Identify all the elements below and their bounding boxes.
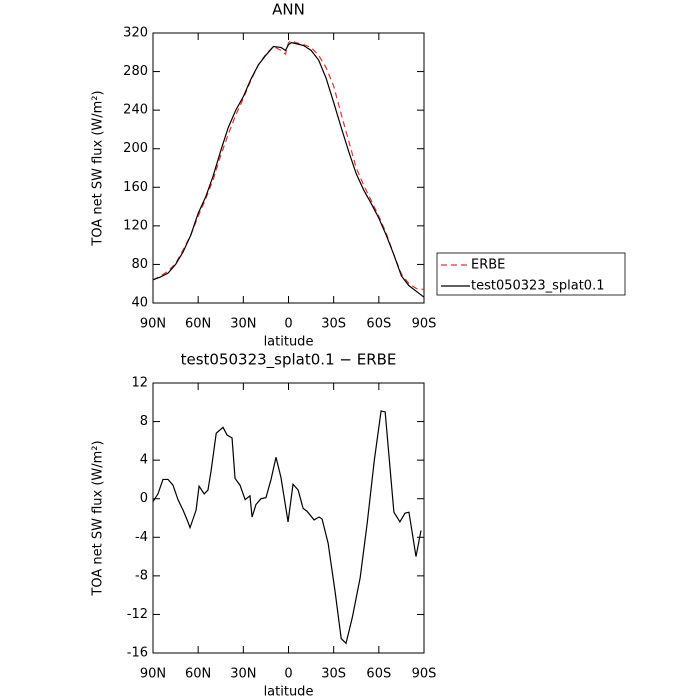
x-tick-label: 90S (412, 317, 437, 332)
data-line (152, 40, 425, 291)
x-axis-label: latitude (264, 685, 314, 700)
data-line (152, 42, 425, 298)
y-tick-label: 160 (123, 180, 148, 195)
y-tick-label: 120 (123, 218, 148, 233)
x-tick-label: 90S (412, 667, 437, 682)
y-tick-label: 12 (131, 376, 148, 391)
y-tick-label: 240 (123, 103, 148, 118)
x-tick-label: 0 (284, 317, 292, 332)
y-tick-label: 0 (140, 491, 148, 506)
plot-frame (152, 32, 425, 304)
y-tick-label: 80 (131, 257, 148, 272)
x-tick-label: 60S (366, 667, 391, 682)
x-tick-label: 90N (140, 317, 166, 332)
y-tick-label: -4 (135, 530, 148, 545)
chart-title: ANN (272, 1, 305, 19)
x-tick-label: 30S (321, 317, 346, 332)
y-tick-label: 200 (123, 141, 148, 156)
x-tick-label: 30S (321, 667, 346, 682)
chart-title: test050323_splat0.1 − ERBE (181, 351, 397, 370)
data-line (152, 410, 422, 645)
y-axis-label: TOA net SW flux (W/m²) (91, 440, 106, 596)
legend-label: ERBE (471, 258, 505, 273)
y-axis-label: TOA net SW flux (W/m²) (91, 90, 106, 246)
y-tick-label: 280 (123, 64, 148, 79)
y-tick-label: 8 (140, 414, 148, 429)
y-tick-label: -12 (127, 607, 148, 622)
x-axis-label: latitude (264, 335, 314, 350)
legend-box (436, 252, 626, 296)
legend-label: test050323_splat0.1 (471, 279, 604, 294)
y-tick-label: 4 (140, 453, 148, 468)
y-tick-label: -8 (135, 568, 148, 583)
x-tick-label: 60N (185, 317, 211, 332)
x-tick-label: 60N (185, 667, 211, 682)
y-tick-label: -16 (127, 646, 148, 661)
x-tick-label: 60S (366, 317, 391, 332)
y-tick-label: 40 (131, 296, 148, 311)
x-tick-label: 30N (230, 317, 256, 332)
x-tick-label: 90N (140, 667, 166, 682)
y-tick-label: 320 (123, 26, 148, 41)
x-tick-label: 30N (230, 667, 256, 682)
x-tick-label: 0 (284, 667, 292, 682)
